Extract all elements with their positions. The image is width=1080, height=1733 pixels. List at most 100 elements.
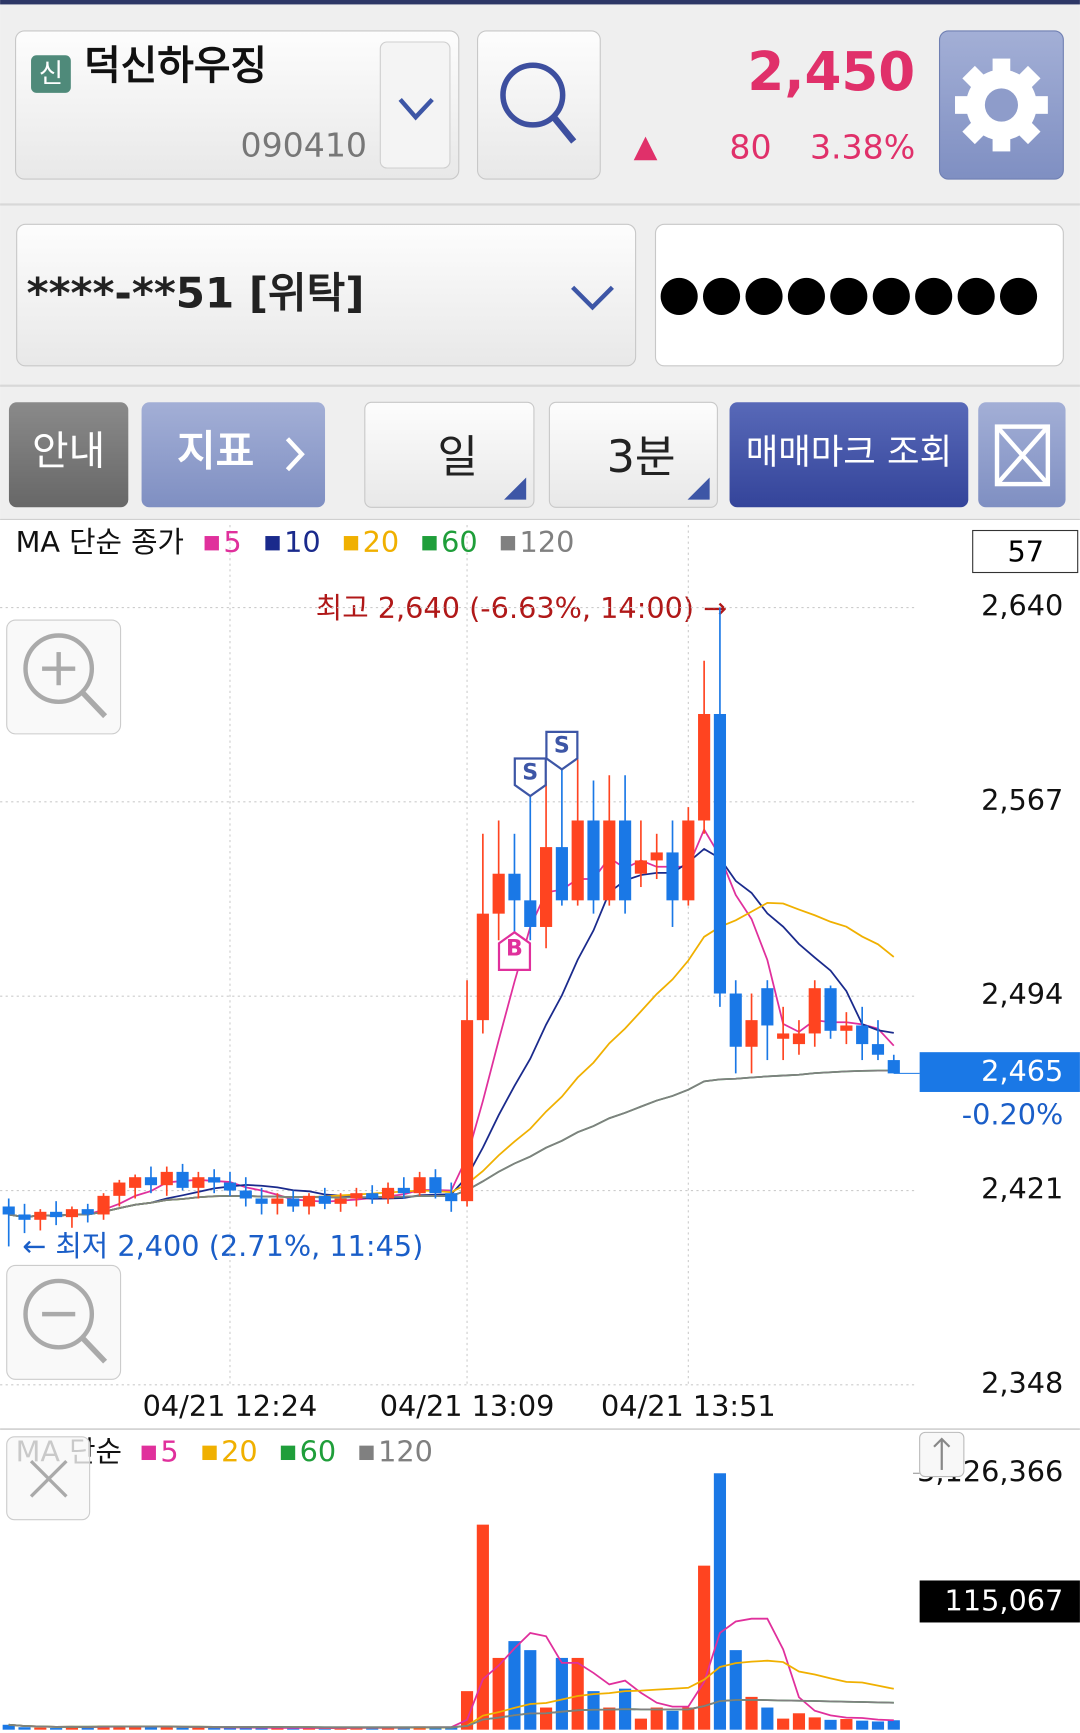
volume-bar — [761, 1707, 774, 1730]
candle-body — [571, 820, 584, 901]
volume-bar — [176, 1727, 189, 1730]
indicator-button[interactable] — [141, 402, 326, 508]
y-tick-label: 2,494 — [981, 977, 1063, 1011]
divider — [0, 384, 1080, 387]
volume-bar — [745, 1696, 758, 1730]
candle-body — [318, 1195, 331, 1204]
legend-swatch — [141, 1445, 156, 1461]
candle-body — [113, 1182, 126, 1196]
candle-body — [65, 1209, 79, 1218]
volume-bar — [555, 1657, 568, 1730]
candle-body — [634, 860, 647, 874]
volume-bar — [113, 1725, 126, 1730]
volume-bar — [160, 1726, 173, 1730]
volume-bar — [208, 1728, 221, 1730]
volume-bar — [698, 1565, 711, 1730]
pane-up-button[interactable] — [919, 1431, 965, 1478]
change-arrow: ▲ — [634, 129, 658, 165]
x-tick-label: 04/21 12:24 — [143, 1389, 318, 1423]
price: 2,450 — [747, 41, 915, 103]
stock-code: 090410 — [241, 125, 368, 164]
legend-swatch — [359, 1445, 374, 1461]
volume-bar — [397, 1727, 410, 1730]
candle-body — [729, 993, 742, 1047]
trade-mark-label: S — [522, 759, 538, 785]
x-tick-label: 04/21 13:51 — [601, 1389, 776, 1423]
candle-body — [824, 988, 837, 1031]
indicator-label: 지표 — [177, 427, 254, 476]
password-field[interactable] — [654, 223, 1064, 367]
legend-label: 5 — [160, 1434, 178, 1468]
candle-body — [429, 1177, 442, 1194]
legend-label: 10 — [284, 525, 321, 559]
volume-bar — [255, 1728, 268, 1730]
close-pane-button[interactable] — [6, 1436, 91, 1521]
gear-icon — [955, 58, 1048, 152]
search-button[interactable] — [477, 30, 601, 180]
zoom-in-button[interactable] — [6, 619, 122, 735]
candle-body — [792, 1033, 806, 1045]
period-corner — [504, 477, 527, 500]
candle-body — [777, 1033, 790, 1039]
trade-mark-label: 매매마크 조회 — [746, 432, 952, 473]
account-dropdown-icon — [571, 285, 614, 311]
volume-bar — [381, 1728, 395, 1730]
volume-bar — [871, 1721, 885, 1730]
change-pct: 3.38% — [810, 128, 915, 167]
info-label: 안내 — [32, 429, 105, 475]
volume-bar — [18, 1727, 31, 1730]
stock-selector[interactable] — [15, 30, 460, 180]
info-button[interactable] — [8, 402, 129, 508]
volume-bar — [2, 1724, 15, 1730]
volume-bar — [318, 1728, 331, 1730]
legend-swatch — [204, 536, 219, 551]
candle-body — [334, 1198, 347, 1204]
candle-body — [603, 820, 616, 901]
legend-swatch — [265, 536, 280, 551]
legend-swatch — [202, 1445, 217, 1461]
candle-body — [271, 1198, 284, 1204]
candle-body — [160, 1171, 173, 1186]
candle-body — [682, 820, 695, 901]
stock-name: 덕신하우징 — [84, 43, 267, 89]
volume-bar — [887, 1720, 900, 1730]
legend-label: 120 — [520, 525, 575, 559]
volume-bar — [650, 1707, 663, 1730]
candle-body — [129, 1177, 142, 1188]
candle-body — [255, 1198, 268, 1204]
volume-bar — [603, 1707, 616, 1730]
volume-bar — [540, 1707, 553, 1730]
candle-body — [18, 1214, 31, 1220]
interval-corner — [687, 477, 710, 500]
candle-body — [887, 1060, 900, 1074]
volume-bar — [65, 1726, 79, 1730]
candle-body — [666, 852, 679, 901]
legend-label: 5 — [223, 525, 241, 559]
dropdown-button[interactable] — [379, 41, 451, 169]
account-selector[interactable] — [16, 223, 637, 367]
interval-label: 3분 — [607, 432, 676, 483]
counter: 57 — [1007, 535, 1044, 569]
zoom-out-button[interactable] — [6, 1264, 122, 1380]
candle-body — [397, 1187, 410, 1194]
candle-body — [413, 1177, 426, 1194]
legend-label: 120 — [378, 1434, 433, 1468]
trade-mark-button[interactable] — [729, 402, 969, 508]
chart-bg — [0, 519, 1080, 1733]
divider — [0, 203, 1080, 206]
candle-body — [492, 873, 505, 914]
candle-body — [208, 1177, 221, 1183]
volume-bar — [524, 1650, 537, 1730]
legend-swatch — [500, 536, 516, 551]
volume-bar — [50, 1728, 63, 1730]
legend-label: 20 — [221, 1434, 258, 1468]
legend-swatch — [280, 1445, 296, 1461]
legend-label: 60 — [441, 525, 478, 559]
legend-label: 60 — [300, 1434, 337, 1468]
volume-bar — [129, 1727, 142, 1730]
candle-body — [524, 900, 537, 927]
interval-button[interactable] — [548, 401, 718, 508]
trade-mark-label: S — [554, 733, 570, 759]
period-button[interactable] — [364, 401, 535, 508]
